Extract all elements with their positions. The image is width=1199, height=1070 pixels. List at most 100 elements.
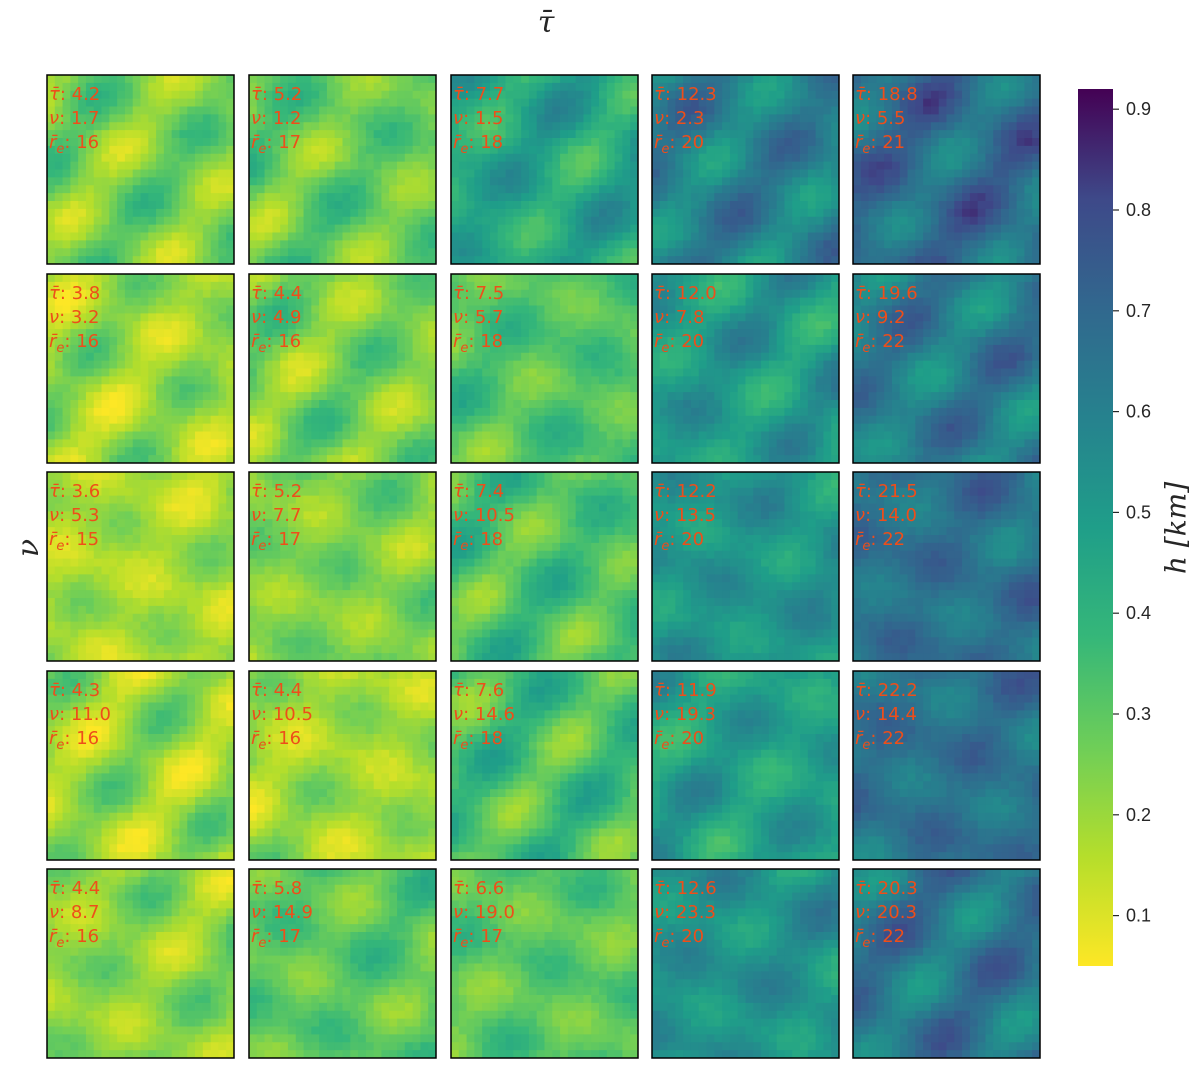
heatmap-cell: [54, 423, 63, 432]
heatmap-cell: [575, 208, 584, 218]
heatmap-cell: [350, 281, 359, 291]
heatmap-cell: [737, 208, 746, 218]
heatmap-cell: [78, 82, 87, 92]
heatmap-cell: [706, 232, 715, 241]
heatmap-cell: [938, 75, 947, 84]
heatmap-cell: [404, 423, 414, 432]
heatmap-cell: [148, 208, 157, 218]
heatmap-cell: [101, 138, 110, 147]
heatmap-cell: [404, 82, 414, 92]
heatmap-cell: [714, 90, 723, 100]
heatmap-cell: [583, 321, 592, 330]
heatmap-cell: [195, 201, 204, 210]
heatmap-cell: [311, 344, 320, 354]
heatmap-cell: [482, 145, 491, 155]
heatmap-cell: [179, 337, 188, 346]
heatmap-cell: [667, 177, 676, 186]
heatmap-cell: [737, 122, 746, 131]
heatmap-cell: [358, 248, 367, 257]
heatmap-cell: [163, 337, 173, 346]
heatmap-cell: [358, 240, 367, 249]
heatmap-cell: [1024, 82, 1033, 92]
heatmap-cell: [714, 305, 723, 314]
heatmap-cell: [977, 138, 986, 147]
heatmap-cell: [599, 82, 608, 92]
heatmap-cell: [420, 248, 429, 257]
heatmap-cell: [474, 193, 483, 202]
heatmap-cell: [420, 169, 429, 178]
heatmap-cell: [256, 431, 265, 440]
heatmap-cell: [737, 185, 746, 194]
heatmap-cell: [505, 329, 514, 338]
heatmap-cell: [187, 305, 196, 314]
heatmap-cell: [171, 337, 180, 346]
heatmap-cell: [256, 455, 265, 464]
heatmap-cell: [428, 455, 437, 464]
heatmap-cell: [303, 114, 312, 123]
heatmap-cell: [54, 455, 63, 464]
heatmap-cell: [807, 360, 817, 369]
heatmap-cell: [218, 90, 227, 100]
heatmap-cell: [163, 153, 173, 163]
heatmap-cell: [544, 98, 553, 107]
heatmap-cell: [497, 90, 506, 100]
heatmap-cell: [124, 305, 134, 314]
heatmap-cell: [993, 185, 1002, 194]
heatmap-cell: [690, 145, 700, 155]
heatmap-cell: [287, 122, 297, 131]
heatmap-cell: [853, 185, 862, 194]
heatmap-cell: [373, 289, 382, 299]
heatmap-cell: [226, 145, 235, 155]
heatmap-cell: [915, 201, 924, 210]
heatmap-cell: [381, 352, 390, 362]
heatmap-cell: [132, 415, 141, 425]
heatmap-cell: [630, 224, 639, 233]
heatmap-cell: [690, 185, 700, 194]
heatmap-cell: [54, 193, 63, 202]
heatmap-cell: [698, 75, 707, 84]
heatmap-cell: [210, 256, 219, 265]
heatmap-cell: [458, 201, 467, 210]
heatmap-cell: [792, 305, 801, 314]
heatmap-cell: [47, 208, 56, 218]
heatmap-cell: [622, 455, 631, 464]
heatmap-cell: [295, 216, 304, 226]
heatmap-cell: [575, 400, 584, 409]
heatmap-cell: [1032, 169, 1041, 178]
heatmap-cell: [389, 274, 398, 283]
heatmap-cell: [381, 256, 390, 265]
heatmap-cell: [132, 161, 141, 170]
heatmap-cell: [528, 82, 538, 92]
heatmap-cell: [575, 407, 584, 417]
heatmap-cell: [482, 400, 491, 409]
heatmap-cell: [899, 240, 908, 249]
heatmap-cell: [54, 201, 63, 210]
heatmap-cell: [365, 224, 375, 233]
heatmap-cell: [513, 360, 522, 369]
heatmap-cell: [505, 337, 514, 346]
heatmap-cell: [667, 75, 676, 84]
heatmap-cell: [303, 240, 312, 249]
heatmap-cell: [831, 201, 840, 210]
heatmap-cell: [1032, 138, 1041, 147]
heatmap-cell: [287, 360, 297, 369]
heatmap-cell: [985, 161, 994, 170]
heatmap-cell: [148, 329, 157, 338]
heatmap-cell: [420, 447, 429, 456]
heatmap-cell: [280, 114, 289, 123]
heatmap-cell: [124, 360, 134, 369]
heatmap-cell: [489, 240, 499, 249]
heatmap-cell: [210, 368, 219, 377]
heatmap-cell: [451, 392, 460, 401]
heatmap-cell: [326, 232, 336, 241]
heatmap-cell: [722, 384, 731, 393]
heatmap-cell: [622, 122, 631, 131]
heatmap-cell: [714, 240, 723, 249]
heatmap-cell: [350, 169, 359, 178]
heatmap-cell: [140, 384, 149, 393]
heatmap-cell: [124, 281, 134, 291]
heatmap-cell: [552, 392, 561, 401]
heatmap-cell: [47, 232, 56, 241]
heatmap-cell: [745, 248, 754, 257]
heatmap-cell: [482, 169, 491, 178]
